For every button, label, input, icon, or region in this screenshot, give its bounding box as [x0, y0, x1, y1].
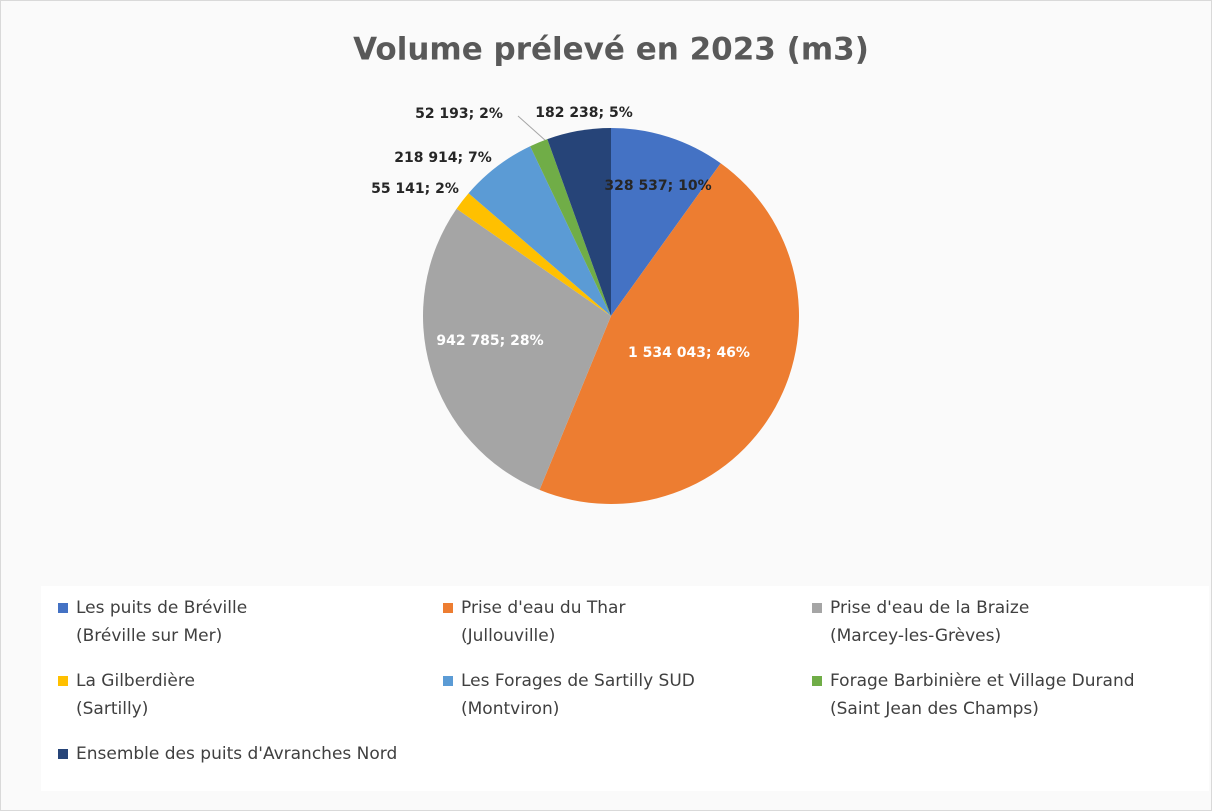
chart-title: Volume prélevé en 2023 (m3) — [353, 32, 869, 68]
pie-slice — [423, 208, 611, 490]
pie-slice — [530, 139, 611, 316]
data-label: 218 914; 7% — [394, 150, 492, 166]
data-label: 182 238; 5% — [535, 105, 633, 121]
legend-item: Prise d'eau du Thar (Jullouville) — [443, 594, 625, 650]
legend-label: Les puits de Bréville (Bréville sur Mer) — [76, 598, 248, 646]
legend-label: Prise d'eau de la Braize (Marcey-les-Grè… — [830, 598, 1030, 646]
pie-slice — [547, 128, 611, 316]
legend-item: Ensemble des puits d'Avranches Nord — [58, 740, 397, 768]
chart: Volume prélevé en 2023 (m3) 328 537; 10%… — [353, 32, 869, 504]
legend-label: Ensemble des puits d'Avranches Nord — [76, 744, 398, 764]
legend-swatch — [812, 676, 822, 686]
legend-swatch — [58, 603, 68, 613]
legend: Les puits de Bréville (Bréville sur Mer)… — [41, 586, 1209, 791]
legend-swatch — [58, 749, 68, 759]
data-label: 942 785; 28% — [436, 333, 543, 349]
legend-item: La Gilberdière (Sartilly) — [58, 667, 195, 723]
legend-item: Prise d'eau de la Braize (Marcey-les-Grè… — [812, 594, 1029, 650]
legend-item: Les Forages de Sartilly SUD (Montviron) — [443, 667, 695, 723]
pie-slice — [539, 163, 799, 504]
legend-item: Les puits de Bréville (Bréville sur Mer) — [58, 594, 247, 650]
legend-label: Forage Barbinière et Village Durand (Sai… — [830, 671, 1135, 719]
legend-label: Les Forages de Sartilly SUD (Montviron) — [461, 671, 695, 719]
pie-slice — [611, 128, 721, 316]
data-label: 52 193; 2% — [415, 106, 503, 122]
data-label: 1 534 043; 46% — [628, 345, 750, 361]
legend-swatch — [812, 603, 822, 613]
legend-label: Prise d'eau du Thar (Jullouville) — [461, 598, 626, 646]
data-label: 328 537; 10% — [604, 178, 711, 194]
pie-slice — [456, 193, 611, 316]
legend-item: Forage Barbinière et Village Durand (Sai… — [812, 667, 1135, 723]
legend-label: La Gilberdière (Sartilly) — [76, 671, 195, 719]
legend-swatch — [443, 676, 453, 686]
data-label: 55 141; 2% — [371, 181, 459, 197]
legend-swatch — [443, 603, 453, 613]
legend-swatch — [58, 676, 68, 686]
pie-slice — [468, 146, 611, 316]
leader-line — [517, 115, 547, 142]
